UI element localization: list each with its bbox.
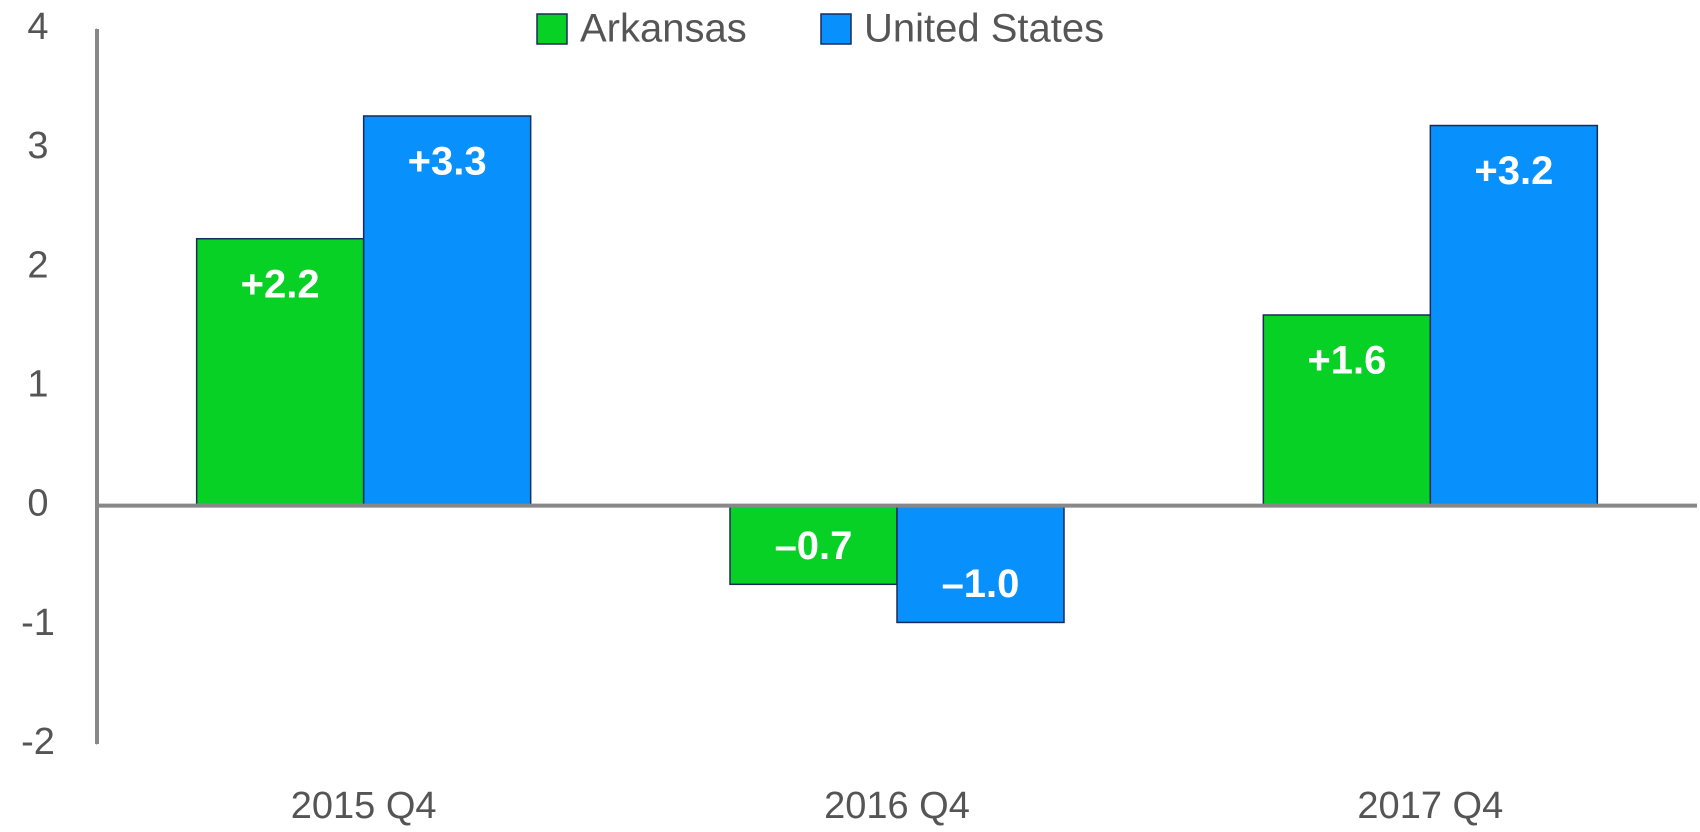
legend-swatch	[820, 13, 852, 45]
legend-swatch	[536, 13, 568, 45]
value-label: +2.2	[241, 262, 320, 306]
y-tick-label: 3	[27, 125, 48, 167]
bar	[729, 504, 898, 586]
value-label: +3.2	[1474, 149, 1553, 193]
x-tick-label: 2015 Q4	[291, 785, 437, 827]
bar	[896, 504, 1065, 624]
y-tick-label: -2	[21, 721, 55, 763]
value-label: –1.0	[942, 562, 1020, 606]
y-tick-label: 0	[27, 483, 48, 525]
value-label: +1.6	[1307, 339, 1386, 383]
legend-label: Arkansas	[580, 7, 747, 51]
bar	[1262, 314, 1432, 507]
bar	[362, 115, 532, 507]
y-tick-label: -1	[21, 602, 55, 644]
value-label: +3.3	[408, 140, 487, 184]
legend-label: United States	[864, 7, 1104, 51]
value-label: –0.7	[775, 524, 853, 568]
x-tick-label: 2017 Q4	[1357, 785, 1503, 827]
y-tick-label: 4	[27, 6, 48, 48]
y-tick-label: 2	[27, 244, 48, 286]
x-tick-label: 2016 Q4	[824, 785, 970, 827]
bar	[1429, 124, 1599, 507]
y-tick-label: 1	[27, 364, 48, 406]
